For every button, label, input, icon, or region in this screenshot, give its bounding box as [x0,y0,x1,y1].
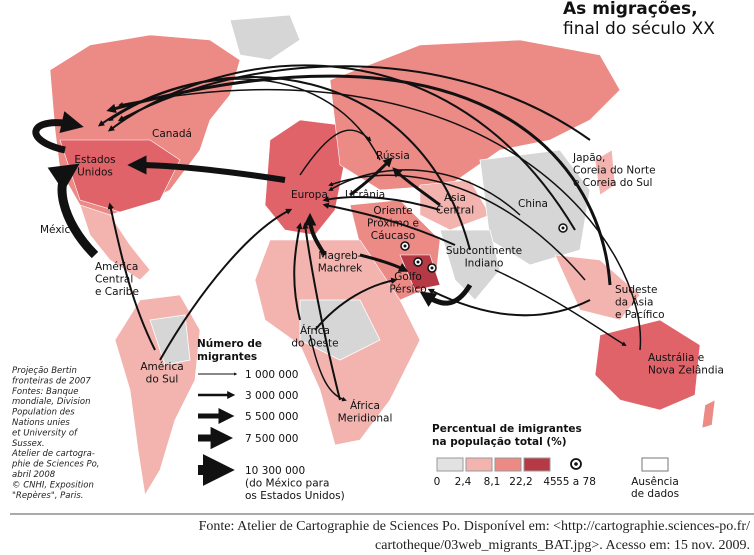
migrant-legend-label: 1 000 000 [245,369,298,381]
region-label: e Coreia do Sul [573,177,652,189]
region-label: Indiano [465,258,504,270]
credits: Projeção Bertin [12,366,77,376]
migrant-legend-label: (do México para [245,478,329,490]
region-label: África [300,324,330,337]
region-label: China [518,198,548,210]
region-label: Pérsico [389,284,426,296]
title: final do século XX [563,19,715,39]
percent-legend-tick: 45 [543,476,556,488]
migrant-legend-label: os Estados Unidos) [245,490,345,502]
land [49,14,716,496]
credits: abril 2008 [12,470,56,480]
percent-legend-title: na população total (%) [432,436,567,448]
region-label: Estados [74,154,115,166]
credits: Sussex. [12,439,45,449]
percent-legend-tick: 22,2 [509,476,532,488]
region-label: Sudeste [615,284,658,296]
region-label: e Pacífico [615,309,665,321]
percent-legend-no-data: Ausência [631,476,679,488]
percent-legend-title: Percentual de imigrantes [432,423,582,435]
region-label: Subcontinente [446,245,522,257]
region-label: Machrek [318,263,363,275]
region-label: Central [436,205,474,217]
region-label: Oriente [373,205,412,217]
region-label: do Oeste [291,338,338,350]
region-label: Rússia [376,150,410,162]
credits: et University of [12,428,79,438]
credits: Fontes: Banque [12,387,78,397]
footer: cartotheque/03web_migrants_BAT.jpg>. Ace… [375,538,750,553]
percent-legend-tick: 8,1 [484,476,501,488]
migrant-legend-label: 7 500 000 [245,433,298,445]
migrant-legend-label: 10 300 000 [245,465,305,477]
percent-legend-tick: 2,4 [455,476,472,488]
percent-legend-no-data: de dados [631,488,679,500]
credits: fronteiras de 2007 [12,376,91,386]
percent-legend-tick: 0 [434,476,441,488]
percent-legend-swatches [436,457,669,472]
migrant-legend-label: 3 000 000 [245,390,298,402]
region-label: Magreb- [318,250,361,262]
region-label: Europa [291,189,328,201]
region-label: Unidos [77,167,113,179]
region-label: Ucrânia [345,189,385,201]
region-label: África [350,399,380,412]
credits: Nations unies [12,418,70,428]
footer: Fonte: Atelier de Cartographie de Scienc… [199,519,751,534]
flows [32,64,642,402]
region-label: Canadá [152,128,192,140]
credits: Atelier de cartogra- [11,449,95,459]
region-label: Coreia do Norte [573,165,656,177]
region-label: Golfo [394,271,422,283]
region-label: Central [95,274,133,286]
region-label: Ásia [444,191,466,204]
region-label: do Sul [146,374,179,386]
region-label: Cáucaso [371,230,416,242]
credits: phie de Sciences Po, [11,460,100,470]
region-label: e Caribe [95,286,139,298]
region-label: América [140,361,183,373]
credits: © CNHI, Exposition [12,480,94,490]
region-label: Próximo e [367,218,419,230]
region-label: Meridional [338,413,393,425]
credits: Population des [12,408,75,418]
migrant-legend-title: Número de [197,338,262,350]
region-label: da Ásia [615,296,653,309]
credits: mondiale, Division [12,397,91,407]
credits: "Repères", Paris. [12,490,83,501]
region-label: México [40,224,77,236]
region-label: Austrália e [648,352,704,364]
percent-legend-dot-label: 55 a 78 [556,476,596,488]
migrant-legend-arrows [198,372,238,487]
migrant-legend-label: 5 500 000 [245,411,298,423]
title: As migrações, [563,0,698,19]
region-label: Japão, [572,152,605,164]
migrant-legend-title: migrantes [197,351,257,363]
gulf-dots [400,223,568,273]
region-label: América [95,261,138,273]
region-label: Nova Zelândia [648,365,724,377]
